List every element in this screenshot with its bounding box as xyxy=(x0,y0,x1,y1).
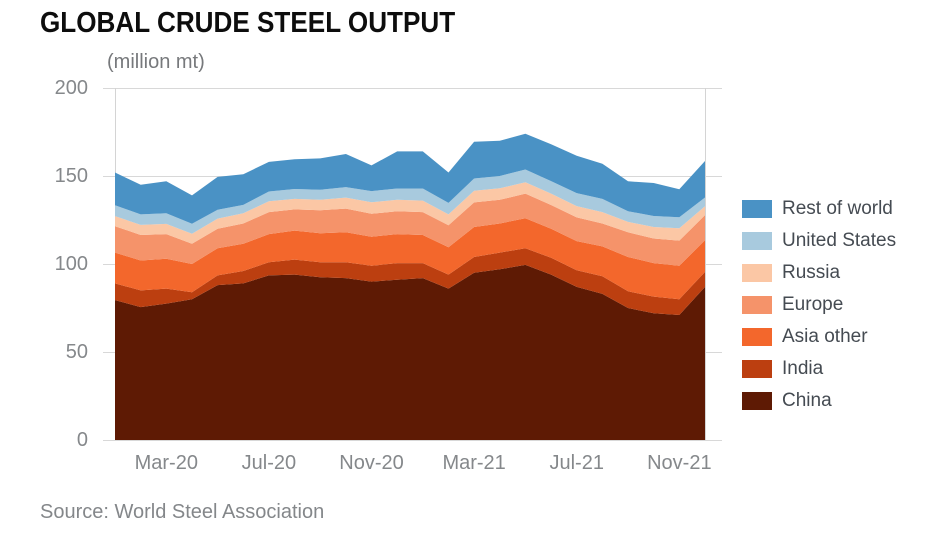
legend-label: United States xyxy=(782,230,897,251)
y-axis-tick-label: 100 xyxy=(54,253,88,275)
area-russia xyxy=(115,182,705,244)
legend-swatch xyxy=(742,264,772,282)
area-europe xyxy=(115,193,705,266)
x-axis-tick-label: Mar-21 xyxy=(442,452,506,474)
legend-label: Rest of world xyxy=(782,198,893,219)
chart-legend: Rest of world United States Russia Europ… xyxy=(742,193,896,417)
chart-title: GLOBAL CRUDE STEEL OUTPUT xyxy=(40,7,456,39)
legend-swatch xyxy=(742,232,772,250)
y-axis-units-label: (million mt) xyxy=(107,51,205,73)
legend-item-russia: Russia xyxy=(742,257,896,289)
x-axis-tick-label: Jul-21 xyxy=(549,452,604,474)
legend-label: Europe xyxy=(782,294,844,315)
legend-item-rest-of-world: Rest of world xyxy=(742,193,896,225)
x-axis-tick-label: Nov-21 xyxy=(647,452,712,474)
legend-swatch xyxy=(742,360,772,378)
legend-item-europe: Europe xyxy=(742,289,896,321)
area-asia-other xyxy=(115,218,705,300)
legend-swatch xyxy=(742,200,772,218)
y-axis-tick-label: 150 xyxy=(54,165,88,187)
y-axis-tick-label: 50 xyxy=(65,341,88,363)
legend-label: Russia xyxy=(782,262,841,283)
area-india xyxy=(115,248,705,315)
legend-label: India xyxy=(782,358,824,379)
x-axis-tick-label: Mar-20 xyxy=(134,452,198,474)
legend-swatch xyxy=(742,296,772,314)
x-axis-tick-label: Nov-20 xyxy=(339,452,404,474)
x-axis-tick-label: Jul-20 xyxy=(241,452,297,474)
area-united-states xyxy=(115,169,705,234)
y-axis-tick-label: 200 xyxy=(54,77,88,99)
legend-label: China xyxy=(782,390,832,411)
source-attribution: Source: World Steel Association xyxy=(40,501,325,523)
legend-item-united-states: United States xyxy=(742,225,896,257)
legend-swatch xyxy=(742,392,772,410)
legend-label: Asia other xyxy=(782,326,868,347)
area-rest-of-world xyxy=(115,133,705,224)
area-china xyxy=(115,264,705,440)
legend-item-asia-other: Asia other xyxy=(742,321,896,353)
y-axis-tick-label: 0 xyxy=(76,429,88,451)
legend-item-china: China xyxy=(742,385,896,417)
legend-item-india: India xyxy=(742,353,896,385)
legend-swatch xyxy=(742,328,772,346)
